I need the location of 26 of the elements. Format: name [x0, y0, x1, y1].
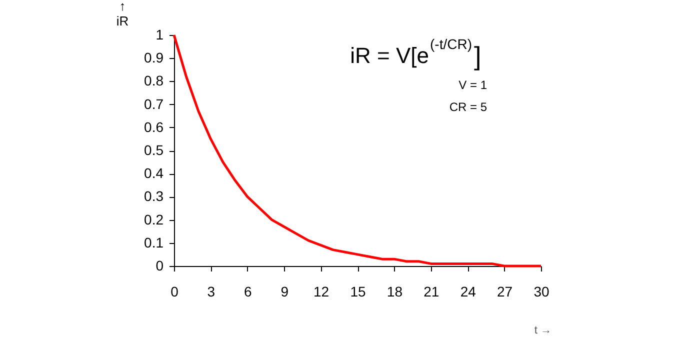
x-tick-label: 9	[280, 284, 289, 300]
x-tick-label: 24	[460, 284, 476, 300]
x-tick-label: 12	[314, 284, 330, 300]
y-tick-label: 0.9	[144, 50, 164, 66]
x-axis-title: t →	[534, 324, 552, 336]
y-tick-label: 0.6	[144, 118, 164, 135]
x-tick-label: 21	[424, 284, 440, 300]
y-tick-label: 0.8	[144, 72, 164, 89]
y-axis-title: ↑ iR	[116, 0, 129, 28]
y-tick-label: 0.5	[144, 142, 164, 158]
y-tick-label: 0.1	[144, 234, 164, 250]
y-tick-label: 0.2	[144, 211, 164, 228]
x-tick-label: 0	[170, 284, 179, 300]
x-tick-label: 27	[497, 284, 513, 300]
x-tick-label: 3	[207, 284, 216, 300]
x-tick-label: 30	[534, 284, 550, 300]
annotation: CR = 5	[449, 100, 488, 114]
y-tick-label: 0.7	[144, 96, 164, 112]
y-tick-label: 1	[156, 26, 164, 42]
y-tick-label: 0	[156, 258, 164, 274]
y-tick-label: 0.3	[144, 188, 164, 204]
y-tick-label: 0.4	[144, 165, 164, 182]
x-tick-label: 15	[350, 284, 366, 300]
x-tick-label: 6	[244, 284, 252, 300]
annotation: V = 1	[458, 78, 488, 92]
x-tick-label: 18	[386, 284, 403, 300]
